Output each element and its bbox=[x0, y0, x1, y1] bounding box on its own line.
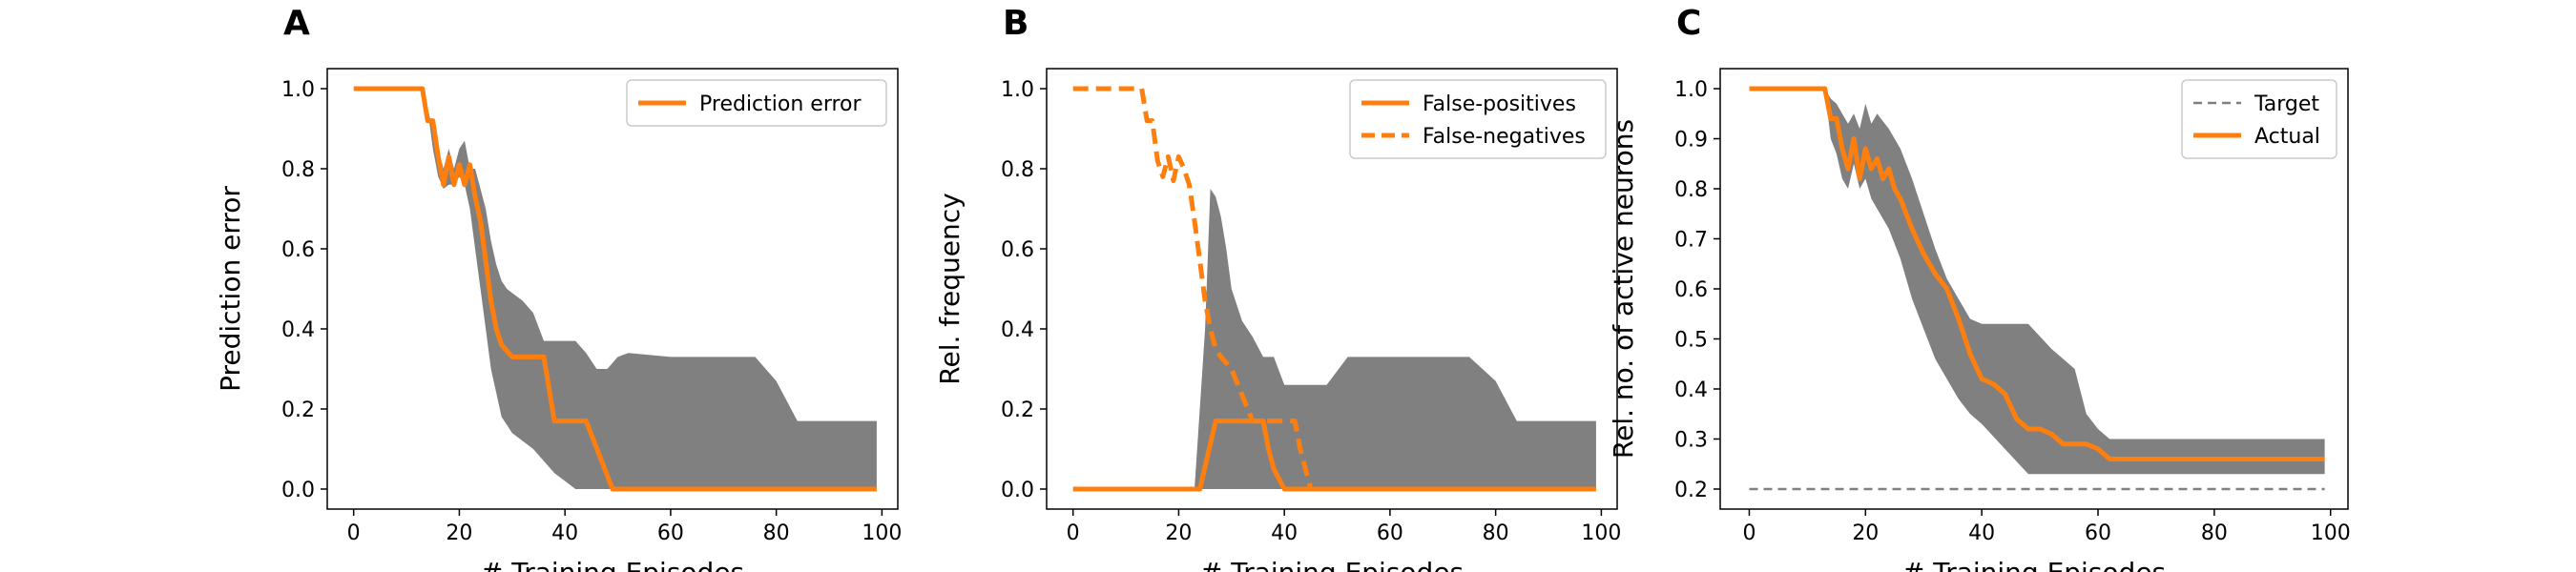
y-tick-label: 0.4 bbox=[1674, 378, 1708, 402]
legend: Prediction error bbox=[626, 79, 887, 127]
y-tick-label: 0.0 bbox=[1001, 479, 1034, 502]
legend-label: Prediction error bbox=[699, 92, 862, 116]
y-tick-label: 1.0 bbox=[1001, 78, 1034, 102]
y-tick-label: 0.4 bbox=[1001, 318, 1034, 342]
x-tick-label: 60 bbox=[2085, 521, 2111, 545]
panel-a: 0 20 40 60 80 100 0.0 0.2 0.4 0.6 0.8 1.0 # Training… bbox=[215, 4, 902, 572]
y-tick-label: 0.2 bbox=[281, 398, 315, 422]
legend: False-positives False-negatives bbox=[1349, 79, 1607, 159]
x-tick-label: 60 bbox=[657, 521, 684, 545]
legend-label: Target bbox=[2254, 92, 2319, 116]
x-tick-label: 80 bbox=[2201, 521, 2228, 545]
x-tick-label: 40 bbox=[1968, 521, 1995, 545]
y-tick-label: 0.9 bbox=[1674, 129, 1708, 153]
y-tick-label: 0.6 bbox=[1001, 238, 1034, 262]
y-tick-label: 0.2 bbox=[1001, 398, 1034, 422]
plot-frame bbox=[1046, 68, 1618, 510]
x-tick-label: 0 bbox=[1067, 521, 1080, 545]
series-line-1 bbox=[1749, 86, 2325, 461]
x-axis-label: # Training Episodes bbox=[1200, 557, 1464, 572]
x-axis-label: # Training Episodes bbox=[1902, 557, 2166, 572]
plot-frame bbox=[326, 68, 899, 510]
series-line-0 bbox=[353, 86, 877, 492]
x-tick-label: 80 bbox=[1483, 521, 1509, 545]
legend-box bbox=[626, 79, 887, 127]
y-tick-label: 0.2 bbox=[1674, 479, 1708, 502]
legend-box bbox=[1349, 79, 1607, 159]
x-tick-label: 40 bbox=[1271, 521, 1298, 545]
legend: Target Actual bbox=[2181, 79, 2337, 159]
y-axis-label: Rel. frequency bbox=[934, 193, 966, 384]
panel-letter: A bbox=[283, 4, 310, 43]
y-axis-label: Rel. no. of active neurons bbox=[1608, 119, 1639, 459]
y-tick-label: 0.8 bbox=[1674, 178, 1708, 202]
y-tick-label: 0.6 bbox=[1674, 278, 1708, 302]
x-tick-label: 100 bbox=[1581, 521, 1621, 545]
legend-box bbox=[2181, 79, 2337, 159]
x-tick-label: 60 bbox=[1377, 521, 1403, 545]
x-tick-label: 0 bbox=[347, 521, 361, 545]
y-tick-label: 1.0 bbox=[1674, 78, 1708, 102]
range-band bbox=[1072, 189, 1596, 489]
y-tick-label: 0.3 bbox=[1674, 429, 1708, 453]
y-tick-label: 0.6 bbox=[281, 238, 315, 262]
panel-letter: C bbox=[1676, 4, 1701, 43]
x-tick-label: 20 bbox=[1852, 521, 1879, 545]
y-tick-label: 0.8 bbox=[281, 158, 315, 182]
x-tick-label: 100 bbox=[2311, 521, 2351, 545]
legend-label: False-positives bbox=[1423, 92, 1576, 116]
legend-label: Actual bbox=[2254, 125, 2320, 149]
y-tick-label: 1.0 bbox=[281, 78, 315, 102]
panel-letter: B bbox=[1003, 4, 1028, 43]
range-band bbox=[353, 89, 877, 489]
x-tick-label: 80 bbox=[763, 521, 790, 545]
y-tick-label: 0.0 bbox=[281, 479, 315, 502]
legend-label: False-negatives bbox=[1423, 125, 1586, 149]
x-tick-label: 20 bbox=[446, 521, 472, 545]
x-tick-label: 0 bbox=[1742, 521, 1755, 545]
panel-b: 0 20 40 60 80 100 0.0 0.2 0.4 0.6 0.8 1.0 # Training… bbox=[934, 4, 1621, 572]
y-tick-label: 0.7 bbox=[1674, 229, 1708, 253]
y-axis-label: Prediction error bbox=[215, 186, 246, 392]
series-line-1 bbox=[1072, 86, 1596, 492]
y-tick-label: 0.4 bbox=[281, 318, 315, 342]
x-tick-label: 40 bbox=[551, 521, 578, 545]
x-tick-label: 20 bbox=[1165, 521, 1192, 545]
y-tick-label: 0.5 bbox=[1674, 329, 1708, 353]
x-tick-label: 100 bbox=[862, 521, 902, 545]
y-tick-label: 0.8 bbox=[1001, 158, 1034, 182]
panel-c: 0 20 40 60 80 100 0.2 0.3 0.4 0.5 0.6 0.7 0.8 0.9 1.0 #… bbox=[1608, 4, 2351, 572]
x-axis-label: # Training Episodes bbox=[481, 557, 744, 572]
